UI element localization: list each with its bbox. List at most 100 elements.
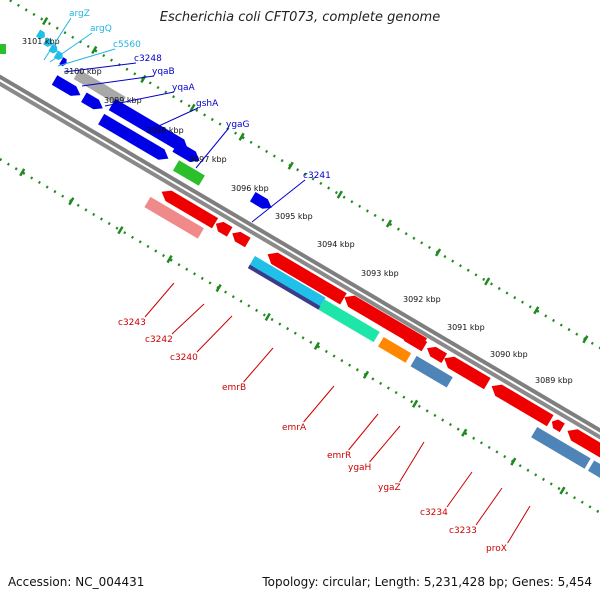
label-leader	[57, 48, 116, 67]
label-leader	[507, 505, 531, 544]
ruler-tick	[91, 45, 98, 55]
gene-feature[interactable]	[318, 299, 380, 343]
gene-feature[interactable]	[98, 113, 169, 160]
label-leader	[446, 471, 473, 508]
gene-label: proX	[486, 544, 507, 554]
label-leader	[63, 62, 137, 73]
gene-feature[interactable]	[172, 160, 205, 186]
gene-feature[interactable]	[444, 356, 491, 390]
ruler-tick	[19, 168, 26, 177]
label-leader	[196, 315, 233, 353]
gene-feature[interactable]	[0, 44, 6, 54]
label-leader	[81, 75, 155, 87]
gene-label: c3242	[145, 335, 173, 345]
label-leader	[144, 282, 175, 318]
gene-label: c3240	[170, 353, 198, 363]
label-leader	[104, 91, 175, 107]
label-leader	[369, 425, 401, 463]
ruler-tick	[42, 16, 49, 26]
gene-feature[interactable]	[491, 384, 554, 427]
gene-feature[interactable]	[267, 252, 347, 305]
tick-label: 3095 kbp	[275, 212, 313, 221]
gene-label: ygaH	[348, 463, 371, 473]
ruler-tick	[362, 370, 370, 379]
gene-label: c3248	[134, 54, 162, 64]
gene-feature[interactable]	[36, 29, 45, 40]
gene-feature[interactable]	[73, 69, 109, 97]
ruler-tick	[461, 428, 468, 437]
gene-feature[interactable]	[567, 429, 600, 467]
ruler-tick	[68, 197, 75, 206]
gene-feature[interactable]	[48, 43, 58, 54]
ruler-dots	[6, 0, 600, 350]
gene-label: yqaA	[172, 83, 196, 93]
ruler-tick	[385, 219, 393, 228]
ruler-tick	[559, 486, 566, 495]
gene-label: argQ	[90, 24, 112, 34]
gene-label: ygaZ	[378, 483, 401, 493]
gene-feature[interactable]	[161, 190, 219, 229]
gene-feature[interactable]	[247, 264, 321, 310]
gene-label: c3243	[118, 318, 146, 328]
gene-feature[interactable]	[531, 426, 591, 469]
tick-label: 3097 kbp	[189, 155, 227, 164]
gene-label: yqaB	[152, 67, 175, 77]
ruler-tick	[287, 161, 294, 170]
tick-label: 3100 kbp	[64, 67, 102, 76]
ruler-tick	[166, 255, 173, 264]
genome-backbone	[0, 74, 600, 440]
ruler-tick	[510, 457, 517, 466]
gene-label: emrA	[282, 423, 307, 433]
gene-feature[interactable]	[144, 196, 204, 239]
ruler-tick	[434, 248, 442, 257]
gene-feature[interactable]	[97, 83, 126, 107]
tick-label: 3094 kbp	[317, 240, 355, 249]
gene-feature[interactable]	[81, 92, 103, 110]
ruler-tick	[117, 226, 124, 235]
gene-feature[interactable]	[551, 419, 565, 433]
gene-feature[interactable]	[588, 460, 600, 496]
gene-feature[interactable]	[43, 37, 53, 47]
tick-label: 3101 kbp	[22, 37, 60, 46]
ruler-tick	[336, 190, 343, 199]
gene-feature[interactable]	[248, 256, 326, 308]
tick-label: 3099 kbp	[104, 96, 142, 105]
backbone-line	[0, 81, 600, 440]
label-leader	[149, 107, 199, 131]
accession-text: Accession: NC_004431	[8, 575, 145, 589]
backbone-line	[0, 74, 600, 433]
gene-feature[interactable]	[232, 231, 251, 248]
gene-feature[interactable]	[410, 355, 453, 388]
tick-label: 3091 kbp	[447, 323, 485, 332]
tick-label: 3096 kbp	[231, 184, 269, 193]
gene-feature[interactable]	[400, 331, 428, 352]
genome-summary-text: Topology: circular; Length: 5,231,428 bp…	[262, 575, 592, 589]
gene-feature[interactable]	[172, 141, 200, 162]
ruler-tick	[264, 312, 271, 322]
gene-feature[interactable]	[51, 75, 81, 96]
ruler-tick	[215, 283, 222, 293]
ruler-tick	[238, 132, 245, 141]
tick-labels: 3101 kbp 3100 kbp 3099 kbp 3098 kbp 3097 kbp…	[22, 37, 573, 385]
gene-feature[interactable]	[378, 337, 412, 363]
label-leader	[475, 487, 503, 526]
label-leader	[195, 128, 229, 169]
ruler-tick	[484, 277, 491, 286]
label-leader	[171, 303, 205, 335]
tick-label: 3089 kbp	[535, 376, 573, 385]
gene-feature[interactable]	[249, 191, 272, 209]
gene-feature[interactable]	[427, 346, 448, 363]
ruler-tick	[313, 341, 320, 350]
gene-label: argZ	[69, 9, 90, 19]
gene-feature[interactable]	[108, 98, 188, 151]
gene-label: c3233	[449, 526, 477, 536]
tick-label: 3098 kbp	[146, 126, 184, 135]
gene-feature[interactable]	[215, 221, 233, 237]
gene-label: ygaG	[226, 120, 250, 130]
map-title: Escherichia coli CFT073, complete genome	[159, 10, 441, 25]
ruler-tick	[140, 74, 147, 83]
label-leader	[243, 347, 274, 383]
label-leader	[348, 413, 379, 451]
